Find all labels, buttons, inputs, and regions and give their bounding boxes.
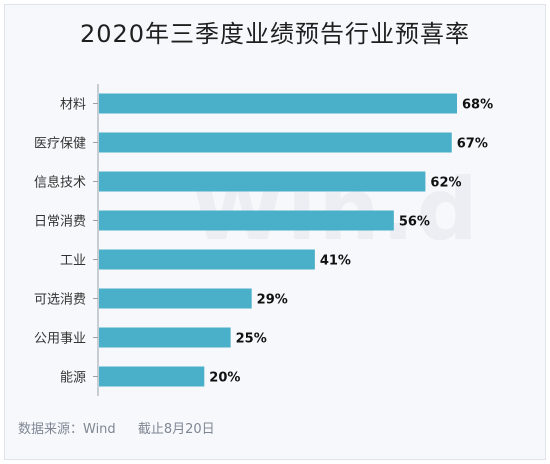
value-label: 20% bbox=[209, 371, 240, 386]
value-label: 67% bbox=[457, 137, 488, 152]
category-label: 工业 bbox=[60, 254, 86, 269]
bar bbox=[99, 249, 315, 270]
value-label: 56% bbox=[399, 215, 430, 230]
chart-card bbox=[4, 4, 546, 460]
bar bbox=[99, 288, 252, 309]
value-label: 68% bbox=[462, 98, 493, 113]
category-label: 公用事业 bbox=[34, 332, 86, 347]
value-label: 25% bbox=[236, 332, 267, 347]
chart-title: 2020年三季度业绩预告行业预喜率 bbox=[79, 20, 471, 48]
bar bbox=[99, 327, 231, 348]
category-label: 医疗保健 bbox=[34, 137, 86, 152]
category-label: 材料 bbox=[60, 98, 86, 113]
value-label: 62% bbox=[430, 176, 461, 191]
bar bbox=[99, 366, 205, 387]
source-text: 数据来源：Wind bbox=[18, 422, 116, 437]
value-label: 41% bbox=[320, 254, 351, 269]
cutoff-text: 截止8月20日 bbox=[137, 422, 215, 437]
bar bbox=[99, 210, 394, 231]
category-label: 信息技术 bbox=[34, 175, 86, 191]
category-label: 日常消费 bbox=[34, 215, 86, 230]
category-label: 能源 bbox=[60, 371, 86, 386]
bar bbox=[99, 132, 452, 153]
value-label: 29% bbox=[257, 293, 288, 308]
source-note: 数据来源：Wind 截止8月20日 bbox=[18, 418, 233, 437]
bar bbox=[99, 171, 426, 192]
category-label: 可选消费 bbox=[34, 293, 86, 308]
bar bbox=[99, 93, 457, 114]
